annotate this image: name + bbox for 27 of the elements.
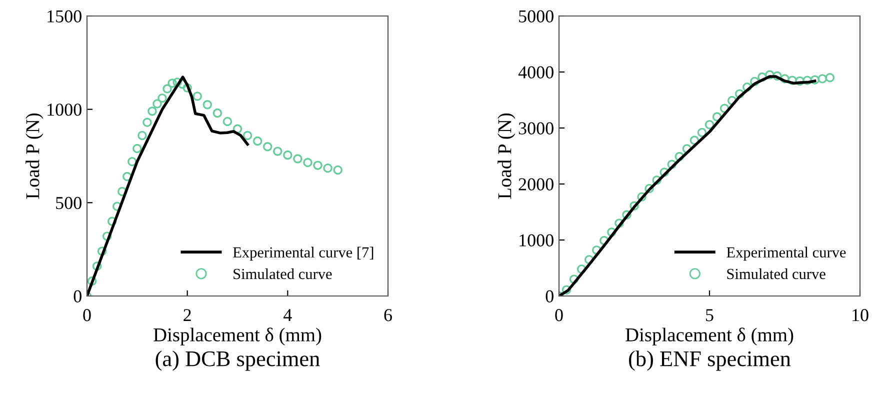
x-tick-label: 0 xyxy=(83,309,91,322)
y-tick-label: 2000 xyxy=(518,178,554,190)
y-tick-label: 1000 xyxy=(48,104,82,116)
x-tick-label: 4 xyxy=(284,309,292,322)
x-tick-label: 6 xyxy=(384,309,392,322)
text: (b) ENF specimen xyxy=(629,350,791,371)
x-tick-label: 0 xyxy=(555,309,563,322)
legend-label: Simulated curve xyxy=(234,268,332,280)
y-axis-title: Load P (N) xyxy=(26,113,44,199)
y-tick-label: 3000 xyxy=(518,122,554,134)
y-tick-label: 500 xyxy=(56,196,82,210)
text: (a) DCB specimen xyxy=(156,350,320,371)
legend-label: Experimental curve xyxy=(726,246,846,261)
y-tick-label: 1500 xyxy=(48,10,82,22)
x-tick-label: 5 xyxy=(706,309,714,322)
x-axis-title: Displacement δ (mm) xyxy=(154,328,322,346)
x-tick-label: 10 xyxy=(852,309,868,322)
legend-label: Experimental curve [7] xyxy=(233,246,374,261)
y-tick-label: 0 xyxy=(546,290,554,302)
x-tick-label: 2 xyxy=(184,309,191,322)
y-tick-label: 1000 xyxy=(520,234,554,246)
legend-label: Simulated curve xyxy=(727,268,826,280)
y-tick-label: 4000 xyxy=(518,66,554,78)
y-tick-label: 5000 xyxy=(519,10,554,22)
y-axis-title: Load P (N) xyxy=(498,113,516,199)
y-tick-label: 0 xyxy=(74,290,82,302)
x-axis-title: Displacement δ (mm) xyxy=(626,328,794,346)
